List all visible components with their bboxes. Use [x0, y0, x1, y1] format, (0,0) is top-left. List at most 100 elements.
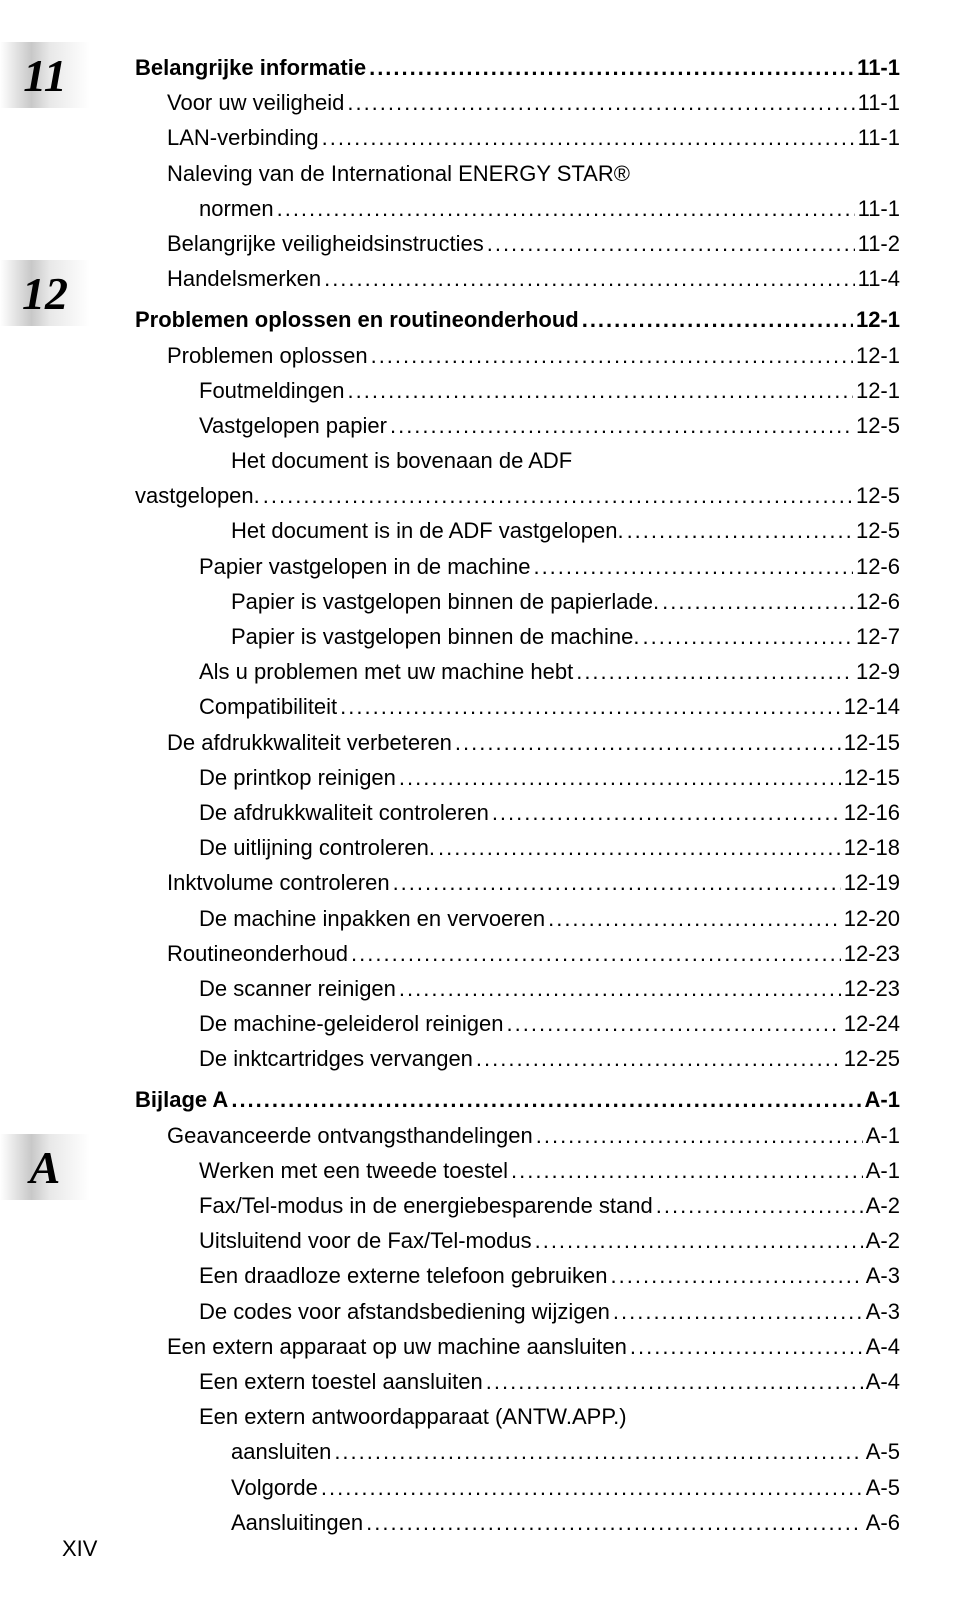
toc-page: A-3 — [866, 1258, 900, 1293]
toc-page: 12-24 — [844, 1006, 900, 1041]
toc-entry: Een draadloze externe telefoon gebruiken… — [135, 1258, 900, 1293]
toc-entry: Problemen oplossen en routineonderhoud12… — [135, 302, 900, 337]
toc-leader-dots — [393, 865, 841, 900]
toc-leader-dots — [535, 1223, 863, 1258]
toc-page: 12-5 — [856, 513, 900, 548]
toc-page: A-1 — [865, 1082, 900, 1117]
toc-entry: De machine-geleiderol reinigen 12-24 — [135, 1006, 900, 1041]
toc-entry: De uitlijning controleren.12-18 — [135, 830, 900, 865]
toc-label: Problemen oplossen — [167, 338, 368, 373]
toc-entry: Foutmeldingen12-1 — [135, 373, 900, 408]
toc-page: 12-23 — [844, 936, 900, 971]
toc-leader-dots — [492, 795, 841, 830]
toc-leader-dots — [533, 549, 853, 584]
toc-label: Het document is bovenaan de ADF — [231, 443, 572, 478]
toc-leader-dots — [348, 373, 853, 408]
toc-page: 12-5 — [856, 478, 900, 513]
toc-page: 12-6 — [856, 549, 900, 584]
toc-entry: Werken met een tweede toestelA-1 — [135, 1153, 900, 1188]
toc-label: De machine inpakken en vervoeren — [199, 901, 545, 936]
toc-page: 11-1 — [857, 50, 900, 85]
toc-page: 11-1 — [858, 191, 900, 226]
toc-page: A-3 — [866, 1294, 900, 1329]
chapter-badge-a: A — [0, 1134, 90, 1200]
toc-page: 12-15 — [844, 725, 900, 760]
toc-page: 12-23 — [844, 971, 900, 1006]
toc-page: 12-1 — [856, 373, 900, 408]
toc-entry: Belangrijke informatie11-1 — [135, 50, 900, 85]
toc-label: aansluiten — [231, 1434, 331, 1469]
toc-entry: Vastgelopen papier 12-5 — [135, 408, 900, 443]
toc-page: A-4 — [866, 1329, 900, 1364]
toc-page: A-1 — [866, 1118, 900, 1153]
toc-leader-dots — [627, 513, 853, 548]
toc-leader-dots — [369, 50, 854, 85]
toc-leader-dots — [511, 1153, 863, 1188]
toc-entry: Een extern toestel aansluitenA-4 — [135, 1364, 900, 1399]
toc-label: Problemen oplossen en routineonderhoud — [135, 302, 579, 337]
toc-label: De printkop reinigen — [199, 760, 396, 795]
toc-entry: De printkop reinigen 12-15 — [135, 760, 900, 795]
toc-leader-dots — [399, 760, 841, 795]
toc-page: A-6 — [866, 1505, 900, 1540]
toc-leader-dots — [324, 261, 855, 296]
toc-entry: Als u problemen met uw machine hebt12-9 — [135, 654, 900, 689]
toc-leader-dots — [643, 619, 853, 654]
toc-entry: Een extern apparaat op uw machine aanslu… — [135, 1329, 900, 1364]
toc-label: De afdrukkwaliteit verbeteren — [167, 725, 452, 760]
toc-entry: Papier is vastgelopen binnen de papierla… — [135, 584, 900, 619]
toc-leader-dots — [399, 971, 841, 1006]
toc-label: Naleving van de International ENERGY STA… — [167, 156, 630, 191]
toc-page: 12-6 — [856, 584, 900, 619]
toc-label: Handelsmerken — [167, 261, 321, 296]
toc-leader-dots — [321, 1470, 863, 1505]
toc-page: 12-16 — [844, 795, 900, 830]
toc-label: Vastgelopen papier — [199, 408, 387, 443]
toc-page: 11-1 — [858, 120, 900, 155]
toc-page: 12-25 — [844, 1041, 900, 1076]
toc-leader-dots — [536, 1118, 863, 1153]
toc-leader-dots — [340, 689, 841, 724]
toc-label: Inktvolume controleren — [167, 865, 390, 900]
toc-entry: Uitsluitend voor de Fax/Tel-modusA-2 — [135, 1223, 900, 1258]
toc-label: Belangrijke veiligheidsinstructies — [167, 226, 484, 261]
toc-entry: Het document is in de ADF vastgelopen.12… — [135, 513, 900, 548]
toc-page: 11-2 — [858, 226, 900, 261]
toc-page: 12-5 — [856, 408, 900, 443]
toc-entry-cont: normen 11-1 — [135, 191, 900, 226]
toc-page: A-5 — [866, 1434, 900, 1469]
toc-entry: Routineonderhoud12-23 — [135, 936, 900, 971]
toc-entry-cont: vastgelopen. 12-5 — [135, 478, 900, 513]
toc-label: Een draadloze externe telefoon gebruiken — [199, 1258, 608, 1293]
toc-page: 11-1 — [858, 85, 900, 120]
toc-leader-dots — [334, 1434, 862, 1469]
toc-leader-dots — [662, 584, 853, 619]
toc-page: A-1 — [866, 1153, 900, 1188]
toc-label: De codes voor afstandsbediening wijzigen — [199, 1294, 610, 1329]
toc-leader-dots — [277, 191, 855, 226]
table-of-contents: Belangrijke informatie11-1Voor uw veilig… — [135, 50, 900, 1540]
toc-leader-dots — [476, 1041, 841, 1076]
toc-label: Geavanceerde ontvangsthandelingen — [167, 1118, 533, 1153]
toc-entry: Een extern antwoordapparaat (ANTW.APP.) — [135, 1399, 900, 1434]
toc-entry: De codes voor afstandsbediening wijzigen… — [135, 1294, 900, 1329]
toc-label: Een extern apparaat op uw machine aanslu… — [167, 1329, 627, 1364]
chapter-badge-11: 11 — [0, 42, 90, 108]
toc-leader-dots — [263, 478, 853, 513]
toc-label: vastgelopen. — [135, 478, 260, 513]
toc-label: De machine-geleiderol reinigen — [199, 1006, 504, 1041]
toc-leader-dots — [582, 302, 853, 337]
toc-entry: De afdrukkwaliteit verbeteren 12-15 — [135, 725, 900, 760]
toc-entry: Problemen oplossen 12-1 — [135, 338, 900, 373]
toc-leader-dots — [347, 85, 854, 120]
toc-page: 12-14 — [844, 689, 900, 724]
toc-leader-dots — [390, 408, 853, 443]
toc-page: 12-1 — [856, 338, 900, 373]
toc-page: 12-19 — [844, 865, 900, 900]
toc-label: Als u problemen met uw machine hebt — [199, 654, 573, 689]
toc-label: normen — [199, 191, 274, 226]
toc-page: 12-18 — [844, 830, 900, 865]
toc-label: De afdrukkwaliteit controleren — [199, 795, 489, 830]
toc-label: Aansluitingen — [231, 1505, 363, 1540]
toc-page: 12-15 — [844, 760, 900, 795]
